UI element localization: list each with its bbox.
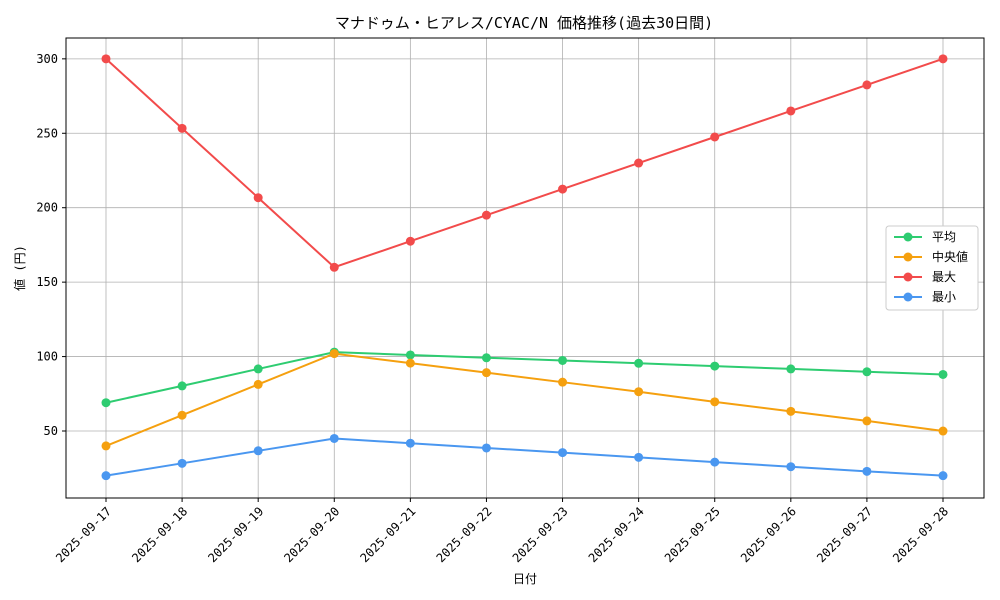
data-point <box>329 433 339 443</box>
data-point <box>862 416 872 426</box>
series-layer <box>101 54 948 481</box>
series-line <box>105 57 944 269</box>
data-point <box>938 471 948 481</box>
data-point <box>329 349 339 359</box>
data-point <box>710 457 720 467</box>
legend-label: 最小 <box>932 290 956 304</box>
data-point <box>634 358 644 368</box>
y-tick-labels: 50 100 150 200 250 300 <box>36 52 66 438</box>
data-point <box>481 353 491 363</box>
legend-box <box>885 225 979 311</box>
data-point <box>786 462 796 472</box>
data-point <box>253 379 263 389</box>
legend-marker <box>903 272 913 282</box>
x-tick-label: 2025-09-24 <box>586 504 647 565</box>
data-point <box>253 364 263 374</box>
data-point <box>101 471 111 481</box>
data-point <box>558 448 568 458</box>
data-point <box>862 367 872 377</box>
y-tick-label: 250 <box>36 126 58 140</box>
data-point <box>938 54 948 64</box>
y-tick-label: 50 <box>44 424 58 438</box>
data-point <box>786 364 796 374</box>
data-point <box>558 184 568 194</box>
x-tick-label: 2025-09-28 <box>890 504 951 565</box>
legend-marker <box>903 292 913 302</box>
data-point <box>405 438 415 448</box>
x-tick-label: 2025-09-21 <box>357 504 418 565</box>
data-point <box>938 426 948 436</box>
data-point <box>786 106 796 116</box>
x-tick-label: 2025-09-23 <box>510 504 571 565</box>
data-point <box>481 210 491 220</box>
grid-layer <box>66 38 984 498</box>
data-point <box>177 381 187 391</box>
data-point <box>253 193 263 203</box>
data-point <box>634 387 644 397</box>
legend-marker <box>903 232 913 242</box>
legend-label: 平均 <box>932 230 956 244</box>
data-point <box>558 377 568 387</box>
legend-marker <box>903 252 913 262</box>
x-axis-label: 日付 <box>513 572 537 586</box>
data-point <box>786 406 796 416</box>
x-tick-label: 2025-09-26 <box>738 504 799 565</box>
data-point <box>177 458 187 468</box>
x-tick-label: 2025-09-20 <box>281 504 342 565</box>
y-axis-label: 値 (円) <box>12 245 27 291</box>
data-point <box>862 80 872 90</box>
y-tick-label: 100 <box>36 350 58 364</box>
data-point <box>329 262 339 272</box>
legend-label: 中央値 <box>932 249 968 264</box>
x-tick-label: 2025-09-25 <box>662 504 723 565</box>
data-point <box>101 398 111 408</box>
x-tick-labels: 2025-09-17 2025-09-18 2025-09-19 2025-09-20… <box>53 498 951 565</box>
data-point <box>862 466 872 476</box>
data-point <box>481 443 491 453</box>
y-tick-label: 300 <box>36 52 58 66</box>
x-tick-label: 2025-09-19 <box>205 504 266 565</box>
x-tick-label: 2025-09-18 <box>129 504 190 565</box>
x-tick-label: 2025-09-17 <box>53 504 114 565</box>
data-point <box>253 446 263 456</box>
plot-frame <box>65 37 985 499</box>
data-point <box>481 368 491 378</box>
data-point <box>405 236 415 246</box>
data-point <box>405 358 415 368</box>
data-point <box>177 123 187 133</box>
chart-title: マナドゥム・ヒアレス/CYAC/N 価格推移(過去30日間) <box>335 14 713 32</box>
data-point <box>710 132 720 142</box>
data-point <box>101 54 111 64</box>
series-line <box>105 351 944 404</box>
legend-label: 最大 <box>932 270 956 284</box>
data-point <box>177 410 187 420</box>
series-line <box>105 437 944 477</box>
y-tick-label: 200 <box>36 201 58 215</box>
data-point <box>710 397 720 407</box>
x-tick-label: 2025-09-27 <box>814 504 875 565</box>
x-tick-label: 2025-09-22 <box>434 504 495 565</box>
data-point <box>558 355 568 365</box>
data-point <box>938 369 948 379</box>
y-tick-label: 150 <box>36 275 58 289</box>
data-point <box>634 452 644 462</box>
series-line <box>105 352 944 447</box>
data-point <box>710 361 720 371</box>
data-point <box>101 441 111 451</box>
data-point <box>405 350 415 360</box>
data-point <box>634 158 644 168</box>
